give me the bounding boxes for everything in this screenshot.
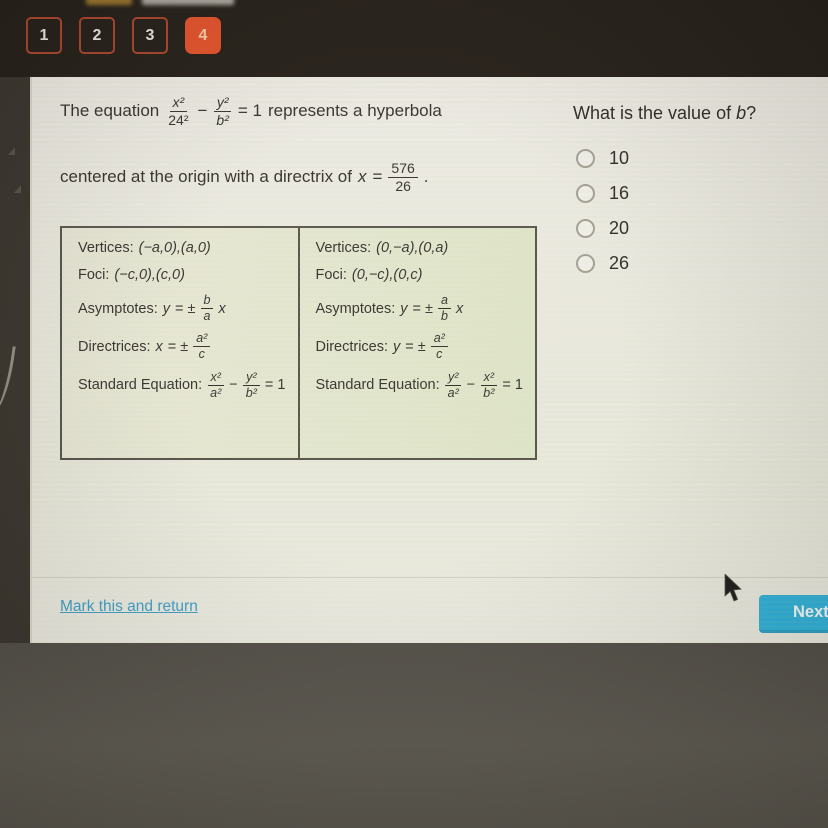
- directrices-row: Directrices: x = ± a² c: [78, 332, 292, 361]
- table-column-vertical-hyperbola: Vertices: (0,−a),(0,a) Foci: (0,−c),(0,c…: [297, 228, 536, 458]
- answer-option-20[interactable]: 20: [576, 217, 630, 238]
- answer-question-text: What is the value of b?: [573, 103, 757, 123]
- vertices-row: Vertices: (−a,0),(a,0): [78, 240, 292, 256]
- screen-bezel-bottom: [0, 643, 828, 828]
- cutoff-header-text-left: [86, 0, 132, 5]
- photo-artifact: [14, 185, 21, 193]
- row-label: Asymptotes:: [315, 300, 396, 317]
- answer-option-26[interactable]: 26: [576, 252, 630, 273]
- standard-equation-row: Standard Equation: y² a² − x² b² = 1: [315, 369, 523, 400]
- option-label: 16: [609, 182, 630, 203]
- fraction-x2-over-242: x² 24²: [168, 94, 189, 128]
- fraction-y2-over-a2: y² a²: [445, 370, 462, 400]
- answer-option-16[interactable]: 16: [576, 182, 630, 203]
- row-label: Standard Equation:: [315, 377, 440, 394]
- screen-bezel-left: [0, 77, 30, 643]
- problem-statement-line2: centered at the origin with a directrix …: [60, 161, 429, 193]
- option-label: 20: [609, 217, 630, 238]
- option-label: 26: [609, 252, 630, 273]
- standard-equation-row: Standard Equation: x² a² − y² b² = 1: [78, 369, 286, 400]
- asymptotes-row: Asymptotes: y = ± b a x: [78, 293, 226, 324]
- row-label: Asymptotes:: [78, 300, 158, 317]
- row-value: (−c,0),(c,0): [114, 267, 185, 283]
- table-column-horizontal-hyperbola: Vertices: (−a,0),(a,0) Foci: (−c,0),(c,0…: [62, 228, 298, 458]
- problem-text: The equation: [60, 101, 160, 121]
- row-label: Foci:: [78, 267, 110, 283]
- question-nav-button-1[interactable]: 1: [26, 17, 62, 54]
- radio-button-icon: [576, 218, 595, 238]
- period: .: [423, 167, 429, 187]
- problem-text: centered at the origin with a directrix …: [60, 167, 352, 187]
- row-value: (0,−a),(0,a): [376, 240, 449, 256]
- row-label: Foci:: [315, 267, 347, 283]
- photo-artifact: [8, 147, 15, 155]
- next-button[interactable]: Next: [759, 595, 828, 633]
- variable-b: b: [736, 103, 747, 123]
- row-label: Directrices:: [78, 338, 151, 355]
- question-content-panel: The equation x² 24² − y² b² = 1 represen…: [30, 77, 828, 643]
- equals-one: = 1: [237, 101, 262, 121]
- mark-this-and-return-link[interactable]: Mark this and return: [60, 598, 198, 615]
- minus-operator: −: [197, 101, 208, 121]
- radio-button-icon: [576, 183, 595, 203]
- fraction-a2-over-c: a² c: [193, 332, 211, 361]
- question-nav-button-3[interactable]: 3: [132, 17, 168, 54]
- option-label: 10: [609, 147, 630, 168]
- fraction-y2-over-b2: y² b²: [243, 370, 260, 400]
- hyperbola-reference-table: Vertices: (−a,0),(a,0) Foci: (−c,0),(c,0…: [60, 226, 537, 460]
- asymptotes-row: Asymptotes: y = ± a b x: [315, 293, 464, 324]
- foci-row: Foci: (0,−c),(0,c): [316, 267, 530, 283]
- fraction-a-over-b: a b: [438, 293, 451, 323]
- fraction-b-over-a: b a: [200, 293, 214, 323]
- question-nav-button-4-active[interactable]: 4: [185, 17, 221, 54]
- variable-x: x: [357, 167, 367, 187]
- problem-text: represents a hyperbola: [267, 101, 442, 121]
- row-label: Vertices:: [78, 240, 134, 256]
- row-label: Standard Equation:: [78, 377, 203, 394]
- row-value: (0,−c),(0,c): [351, 267, 423, 283]
- fraction-576-over-26: 576 26: [388, 161, 418, 193]
- problem-statement-line1: The equation x² 24² − y² b² = 1 represen…: [60, 95, 442, 127]
- radio-button-icon: [576, 148, 595, 168]
- row-label: Vertices:: [315, 240, 372, 256]
- fraction-y2-over-b2: y² b²: [213, 95, 232, 127]
- foci-row: Foci: (−c,0),(c,0): [78, 267, 292, 283]
- fraction-a2-over-c: a² c: [430, 332, 448, 361]
- answer-option-10[interactable]: 10: [576, 147, 630, 168]
- cutoff-header-text-right: [142, 0, 234, 5]
- photo-artifact: [0, 344, 16, 416]
- question-nav-button-2[interactable]: 2: [79, 17, 115, 54]
- row-value: (−a,0),(a,0): [138, 240, 211, 256]
- fraction-x2-over-a2: x² a²: [207, 370, 224, 400]
- equals-sign: =: [372, 167, 383, 187]
- vertices-row: Vertices: (0,−a),(0,a): [316, 240, 530, 256]
- fraction-x2-over-b2: x² b²: [480, 370, 498, 400]
- radio-button-icon: [576, 253, 595, 273]
- row-label: Directrices:: [315, 338, 389, 355]
- question-nav-bar: 1 2 3 4: [0, 0, 828, 77]
- directrices-row: Directrices: y = ± a² c: [316, 332, 530, 361]
- footer-divider: [32, 577, 828, 578]
- answer-options: 10 16 20 26: [576, 147, 630, 289]
